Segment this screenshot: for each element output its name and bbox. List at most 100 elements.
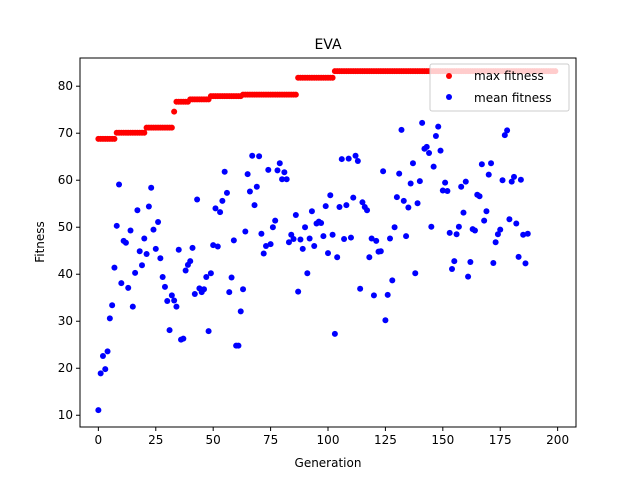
mean-fitness-point (320, 233, 327, 240)
mean-fitness-point (97, 370, 104, 377)
mean-fitness-point (274, 167, 281, 174)
mean-fitness-point (354, 157, 361, 164)
mean-fitness-point (263, 243, 269, 250)
mean-fitness-point (251, 202, 258, 209)
mean-fitness-point (164, 298, 171, 305)
x-tick-label: 75 (263, 433, 278, 447)
mean-fitness-point (242, 228, 249, 235)
mean-fitness-point (207, 270, 214, 277)
mean-fitness-point (517, 176, 524, 183)
y-tick-label: 30 (58, 314, 73, 328)
mean-fitness-point (230, 237, 237, 244)
mean-fitness-point (106, 315, 113, 322)
mean-fitness-point (336, 204, 343, 211)
mean-fitness-point (442, 179, 449, 186)
mean-fitness-point (467, 259, 474, 266)
x-tick-label: 200 (546, 433, 569, 447)
mean-fitness-point (285, 239, 292, 246)
mean-fitness-point (253, 183, 260, 190)
mean-fitness-point (283, 176, 290, 183)
mean-fitness-point (191, 290, 198, 297)
mean-fitness-point (382, 317, 389, 324)
mean-fitness-point (267, 241, 274, 248)
mean-fitness-point (99, 353, 106, 360)
mean-fitness-point (511, 173, 517, 180)
mean-fitness-point (494, 231, 501, 238)
x-axis-ticks: 0 25 50 75 100 125 150 175 200 (95, 427, 569, 447)
mean-fitness-point (398, 126, 405, 133)
x-tick-label: 150 (431, 433, 454, 447)
mean-fitness-point (499, 177, 506, 184)
mean-fitness-point (485, 171, 492, 178)
y-tick-label: 40 (58, 267, 73, 281)
mean-fitness-point (299, 245, 306, 252)
legend-marker-max-fitness (446, 73, 452, 79)
mean-fitness-point (389, 277, 396, 284)
mean-fitness-point (327, 192, 334, 199)
mean-fitness-point (136, 248, 143, 255)
mean-fitness-point (171, 297, 178, 304)
max-fitness-point (292, 91, 299, 98)
legend-box (429, 63, 570, 112)
mean-fitness-point (373, 237, 380, 244)
mean-fitness-point (515, 253, 522, 260)
mean-fitness-point (460, 209, 467, 216)
mean-fitness-point (129, 303, 136, 310)
mean-fitness-point (488, 160, 495, 167)
mean-fitness-point (380, 168, 387, 175)
mean-fitness-point (492, 239, 499, 246)
mean-fitness-point (189, 244, 196, 251)
mean-fitness-point (476, 193, 483, 200)
mean-fitness-point (122, 239, 129, 246)
mean-fitness-point (506, 216, 513, 223)
mean-fitness-point (520, 231, 527, 238)
mean-fitness-point (194, 196, 201, 203)
mean-fitness-point (175, 246, 182, 253)
mean-fitness-point (412, 270, 419, 277)
mean-fitness-point (414, 200, 421, 207)
mean-fitness-point (302, 224, 309, 231)
chart-title: EVA (314, 37, 342, 53)
y-tick-label: 80 (58, 79, 73, 93)
mean-fitness-point (513, 220, 520, 227)
mean-fitness-point (182, 267, 189, 274)
mean-fitness-point (265, 166, 272, 173)
mean-fitness-point (281, 169, 288, 176)
mean-fitness-point (423, 143, 430, 150)
mean-fitness-point (221, 168, 228, 175)
legend-label-mean-fitness: mean fitness (474, 91, 552, 105)
mean-fitness-point (322, 203, 329, 210)
mean-fitness-point (481, 217, 488, 224)
mean-fitness-point (345, 155, 352, 162)
x-tick-label: 175 (489, 433, 512, 447)
mean-fitness-point (235, 342, 242, 349)
y-tick-label: 60 (58, 173, 73, 187)
mean-fitness-point (359, 199, 366, 206)
mean-fitness-point (210, 242, 217, 249)
mean-fitness-point (113, 222, 120, 229)
mean-fitness-point (111, 264, 118, 271)
mean-fitness-point (244, 171, 251, 178)
mean-fitness-point (403, 233, 410, 240)
mean-fitness-point (95, 407, 102, 414)
mean-fitness-point (478, 161, 485, 168)
mean-fitness-point (295, 288, 302, 295)
mean-fitness-point (161, 283, 168, 290)
mean-fitness-point (325, 250, 331, 257)
mean-fitness-point (104, 348, 111, 355)
mean-fitness-point (393, 194, 400, 201)
max-fitness-point (171, 108, 178, 115)
mean-fitness-point (444, 188, 451, 195)
mean-fitness-point (455, 223, 462, 230)
mean-fitness-point (497, 226, 504, 233)
y-tick-label: 50 (58, 220, 73, 234)
mean-fitness-point (490, 259, 497, 266)
y-tick-label: 10 (58, 408, 73, 422)
mean-fitness-point (102, 366, 109, 373)
max-fitness-point (329, 74, 336, 81)
mean-fitness-point (501, 132, 508, 139)
mean-fitness-point (217, 209, 224, 216)
mean-fitness-point (256, 153, 263, 160)
max-fitness-point (141, 129, 148, 136)
